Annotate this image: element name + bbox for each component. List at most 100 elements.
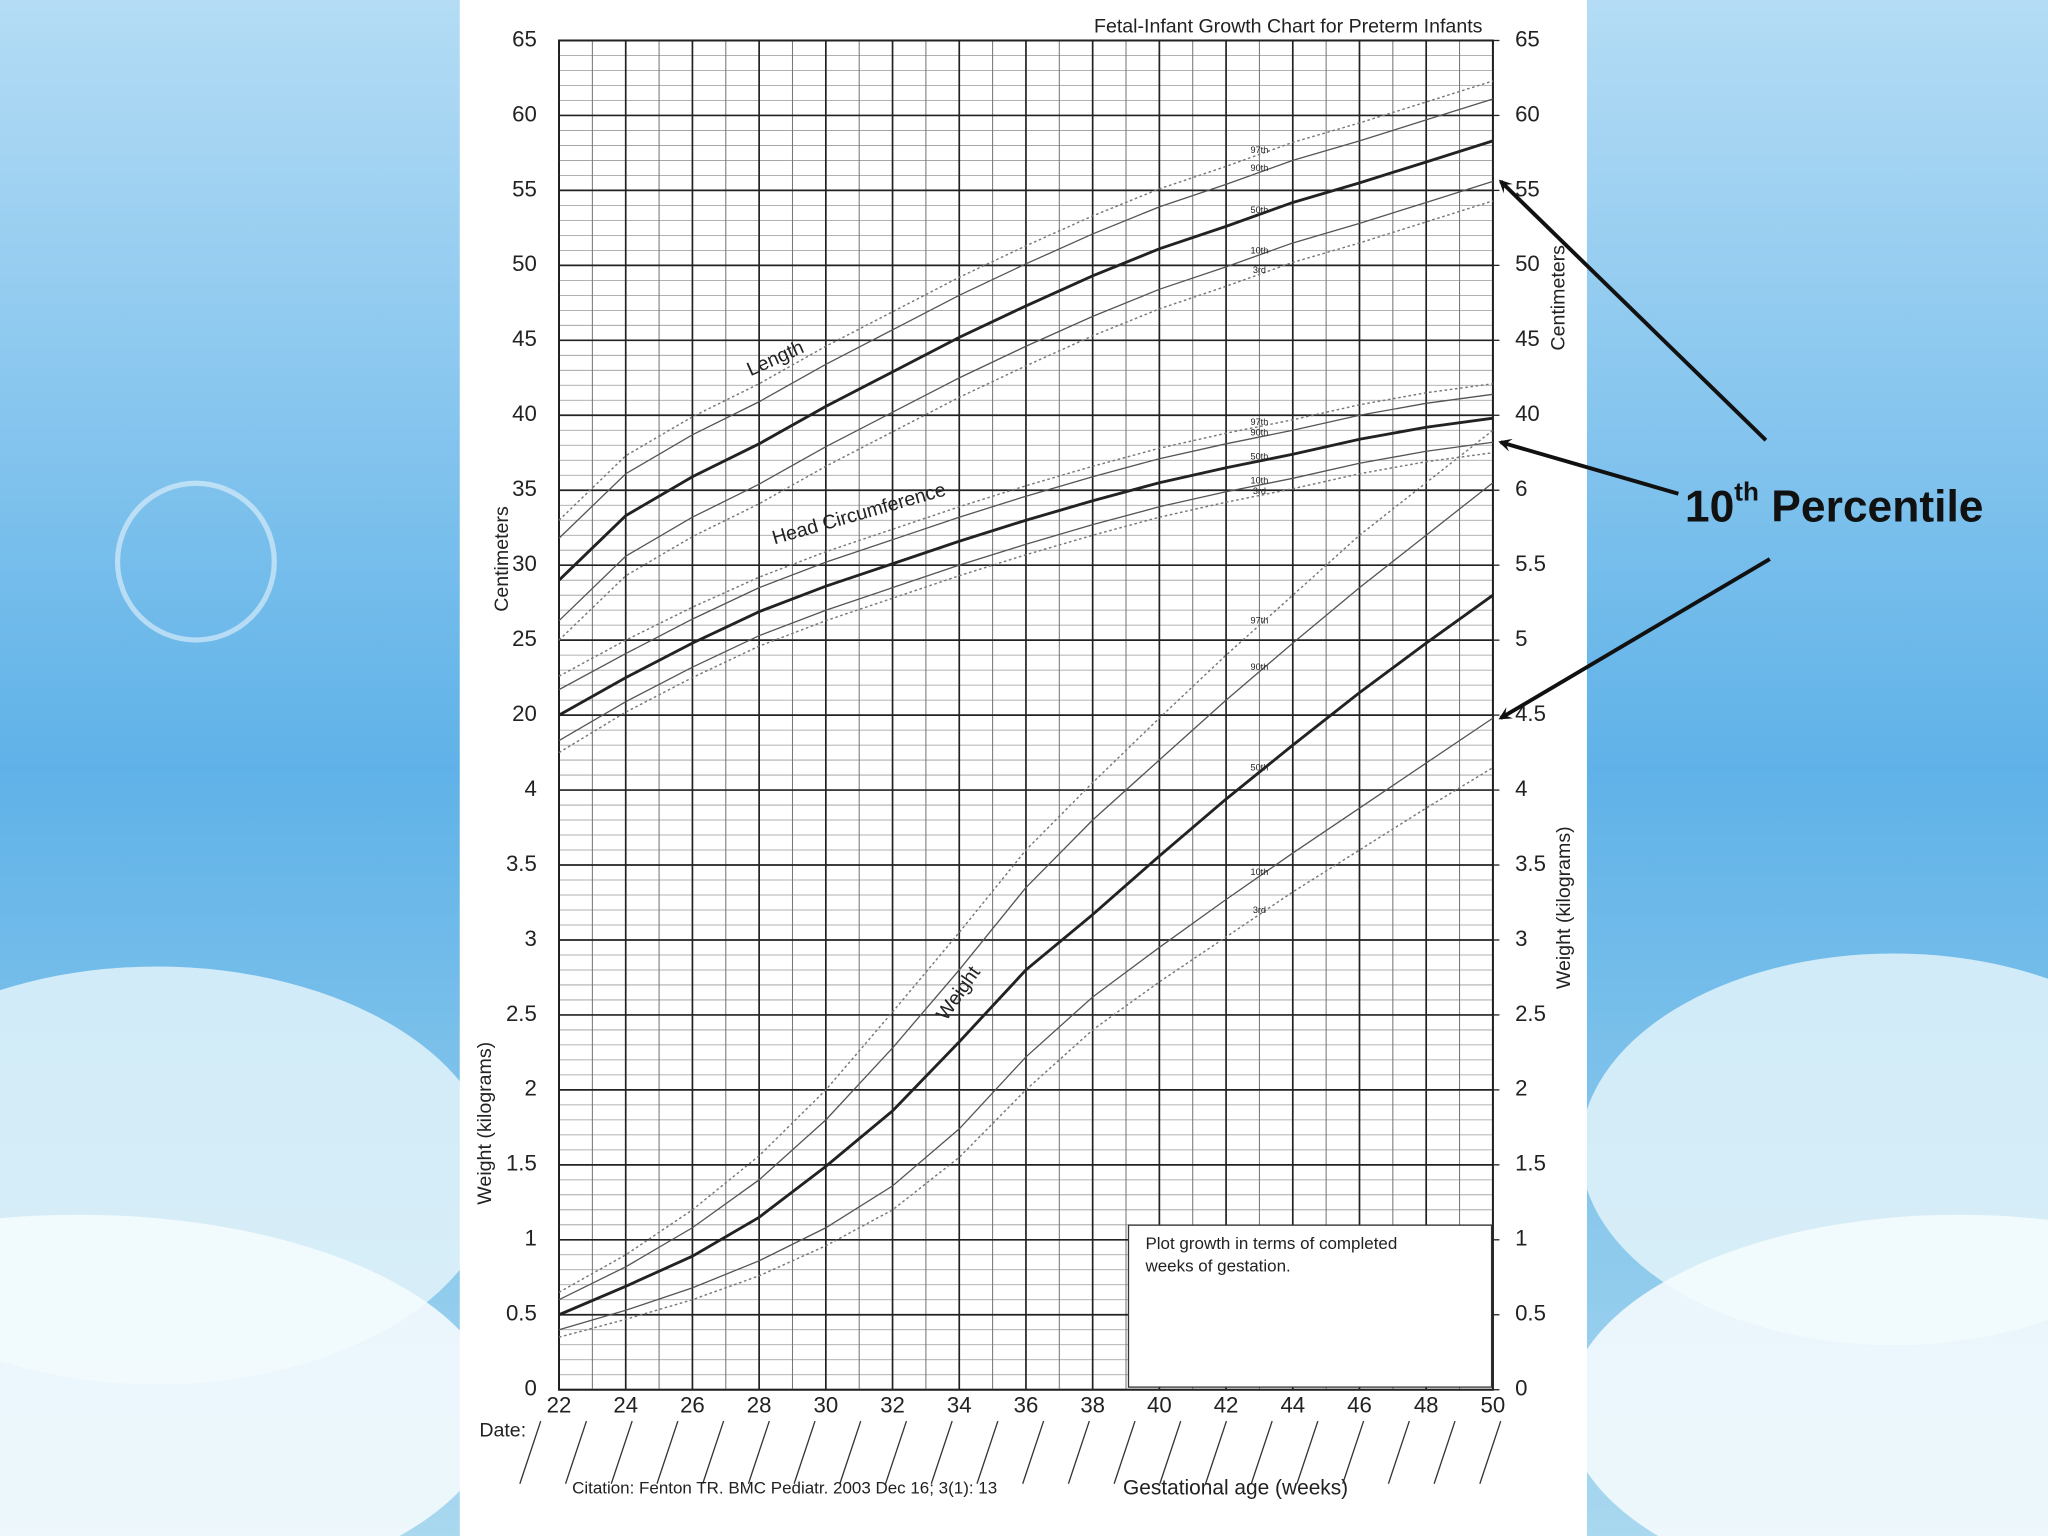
date-slash — [930, 1420, 953, 1484]
date-slash — [1204, 1420, 1228, 1484]
percentile-curve — [558, 482, 1494, 1301]
y-tick-label: 4 — [524, 776, 536, 801]
y-tick-label: 3 — [1515, 926, 1527, 951]
percentile-label: 50th — [1251, 763, 1269, 773]
x-tick-label: 48 — [1414, 1393, 1439, 1418]
date-slash — [976, 1420, 999, 1484]
y-tick-label: 20 — [512, 701, 537, 726]
percentile-curve — [558, 200, 1494, 641]
y-tick-label: 1.5 — [506, 1151, 537, 1176]
y-tick-label: 40 — [1515, 401, 1540, 426]
date-slash — [884, 1420, 908, 1484]
bubble — [114, 480, 277, 643]
percentile-label: 10th — [1251, 245, 1269, 255]
y-tick-label: 60 — [1515, 101, 1540, 126]
x-tick-label: 26 — [680, 1393, 705, 1418]
annotation-arrow — [1498, 438, 1679, 496]
percentile-label: 97th — [1251, 417, 1269, 427]
date-slash — [1479, 1420, 1502, 1484]
y-tick-label: 45 — [1515, 326, 1540, 351]
y-tick-label: 0 — [1515, 1376, 1527, 1401]
date-slash — [1387, 1420, 1410, 1484]
percentile-label: 97th — [1251, 616, 1269, 626]
annotation-rest: Percentile — [1759, 482, 1984, 531]
date-slash — [793, 1420, 816, 1484]
date-slash — [1022, 1420, 1045, 1484]
date-label: Date: — [479, 1420, 526, 1442]
y-tick-label: 1 — [524, 1226, 536, 1251]
y-tick-label: 65 — [512, 26, 537, 51]
x-tick-label: 28 — [747, 1393, 772, 1418]
percentile-label: 97th — [1251, 145, 1269, 155]
x-tick-label: 32 — [880, 1393, 905, 1418]
y-axis-title: Weight (kilograms) — [474, 1042, 496, 1205]
percentile-curve — [558, 416, 1494, 717]
y-tick-label: 35 — [512, 476, 537, 501]
date-slash — [1113, 1420, 1136, 1484]
chart-title: Fetal-Infant Growth Chart for Preterm In… — [1094, 16, 1483, 38]
x-axis-title: Gestational age (weeks) — [1123, 1476, 1348, 1499]
note-title: weeks of gestation. — [1144, 1256, 1290, 1275]
curves — [558, 80, 1494, 1338]
y-tick-label: 25 — [512, 626, 537, 651]
y-tick-label: 30 — [512, 551, 537, 576]
cloud — [1567, 1214, 2048, 1536]
date-slash — [839, 1420, 862, 1484]
annotation: 10th Percentile — [1685, 477, 1984, 532]
y-tick-label: 45 — [512, 326, 537, 351]
cloud — [0, 1214, 497, 1536]
x-tick-label: 24 — [613, 1393, 638, 1418]
percentile-curve — [558, 139, 1494, 582]
y-tick-label: 5 — [1515, 626, 1527, 651]
percentile-label: 3rd — [1253, 905, 1266, 915]
percentile-curve — [558, 717, 1494, 1331]
y-tick-label: 1 — [1515, 1226, 1527, 1251]
x-tick-label: 46 — [1347, 1393, 1372, 1418]
date-slash — [656, 1420, 679, 1484]
note-box — [1127, 1224, 1493, 1388]
percentile-label: 90th — [1251, 163, 1269, 173]
y-tick-label: 40 — [512, 401, 537, 426]
x-tick-label: 38 — [1080, 1393, 1105, 1418]
percentile-curve — [558, 393, 1493, 691]
y-tick-label: 50 — [512, 251, 537, 276]
y-tick-label: 65 — [1515, 26, 1540, 51]
y-tick-label: 4 — [1515, 776, 1527, 801]
y-tick-label: 0.5 — [506, 1301, 537, 1326]
y-tick-label: 3.5 — [1515, 851, 1546, 876]
y-axis-title: Centimeters — [491, 506, 513, 612]
date-slash — [747, 1420, 770, 1484]
percentile-curve — [558, 98, 1494, 539]
y-tick-label: 0.5 — [1515, 1301, 1546, 1326]
y-tick-label: 2.5 — [1515, 1001, 1546, 1026]
date-slash — [519, 1420, 542, 1484]
x-tick-label: 40 — [1147, 1393, 1172, 1418]
x-tick-label: 42 — [1214, 1393, 1239, 1418]
annotation-sup: th — [1734, 477, 1759, 507]
percentile-label: 50th — [1251, 205, 1269, 215]
percentile-curve — [558, 594, 1494, 1317]
x-tick-label: 30 — [813, 1393, 838, 1418]
y-tick-label: 1.5 — [1515, 1151, 1546, 1176]
percentile-curve — [558, 441, 1493, 742]
x-tick-label: 44 — [1280, 1393, 1305, 1418]
percentile-label: 50th — [1251, 452, 1269, 462]
percentile-label: 3rd — [1253, 265, 1266, 275]
note-title: Plot growth in terms of completed — [1145, 1234, 1397, 1253]
date-slash — [1250, 1420, 1273, 1484]
y-tick-label: 5.5 — [1515, 551, 1546, 576]
percentile-curve — [558, 429, 1494, 1293]
y-tick-label: 3.5 — [506, 851, 537, 876]
percentile-label: 10th — [1251, 475, 1269, 485]
percentile-label: 90th — [1251, 662, 1269, 672]
y-tick-label: 2.5 — [506, 1001, 537, 1026]
y2-axis-title: Centimeters — [1548, 245, 1570, 351]
y-tick-label: 50 — [1515, 251, 1540, 276]
x-tick-label: 34 — [947, 1393, 972, 1418]
percentile-label: 10th — [1251, 867, 1269, 877]
annotation-number: 10 — [1685, 482, 1734, 531]
percentile-curve — [558, 451, 1493, 754]
date-slash — [564, 1420, 588, 1484]
